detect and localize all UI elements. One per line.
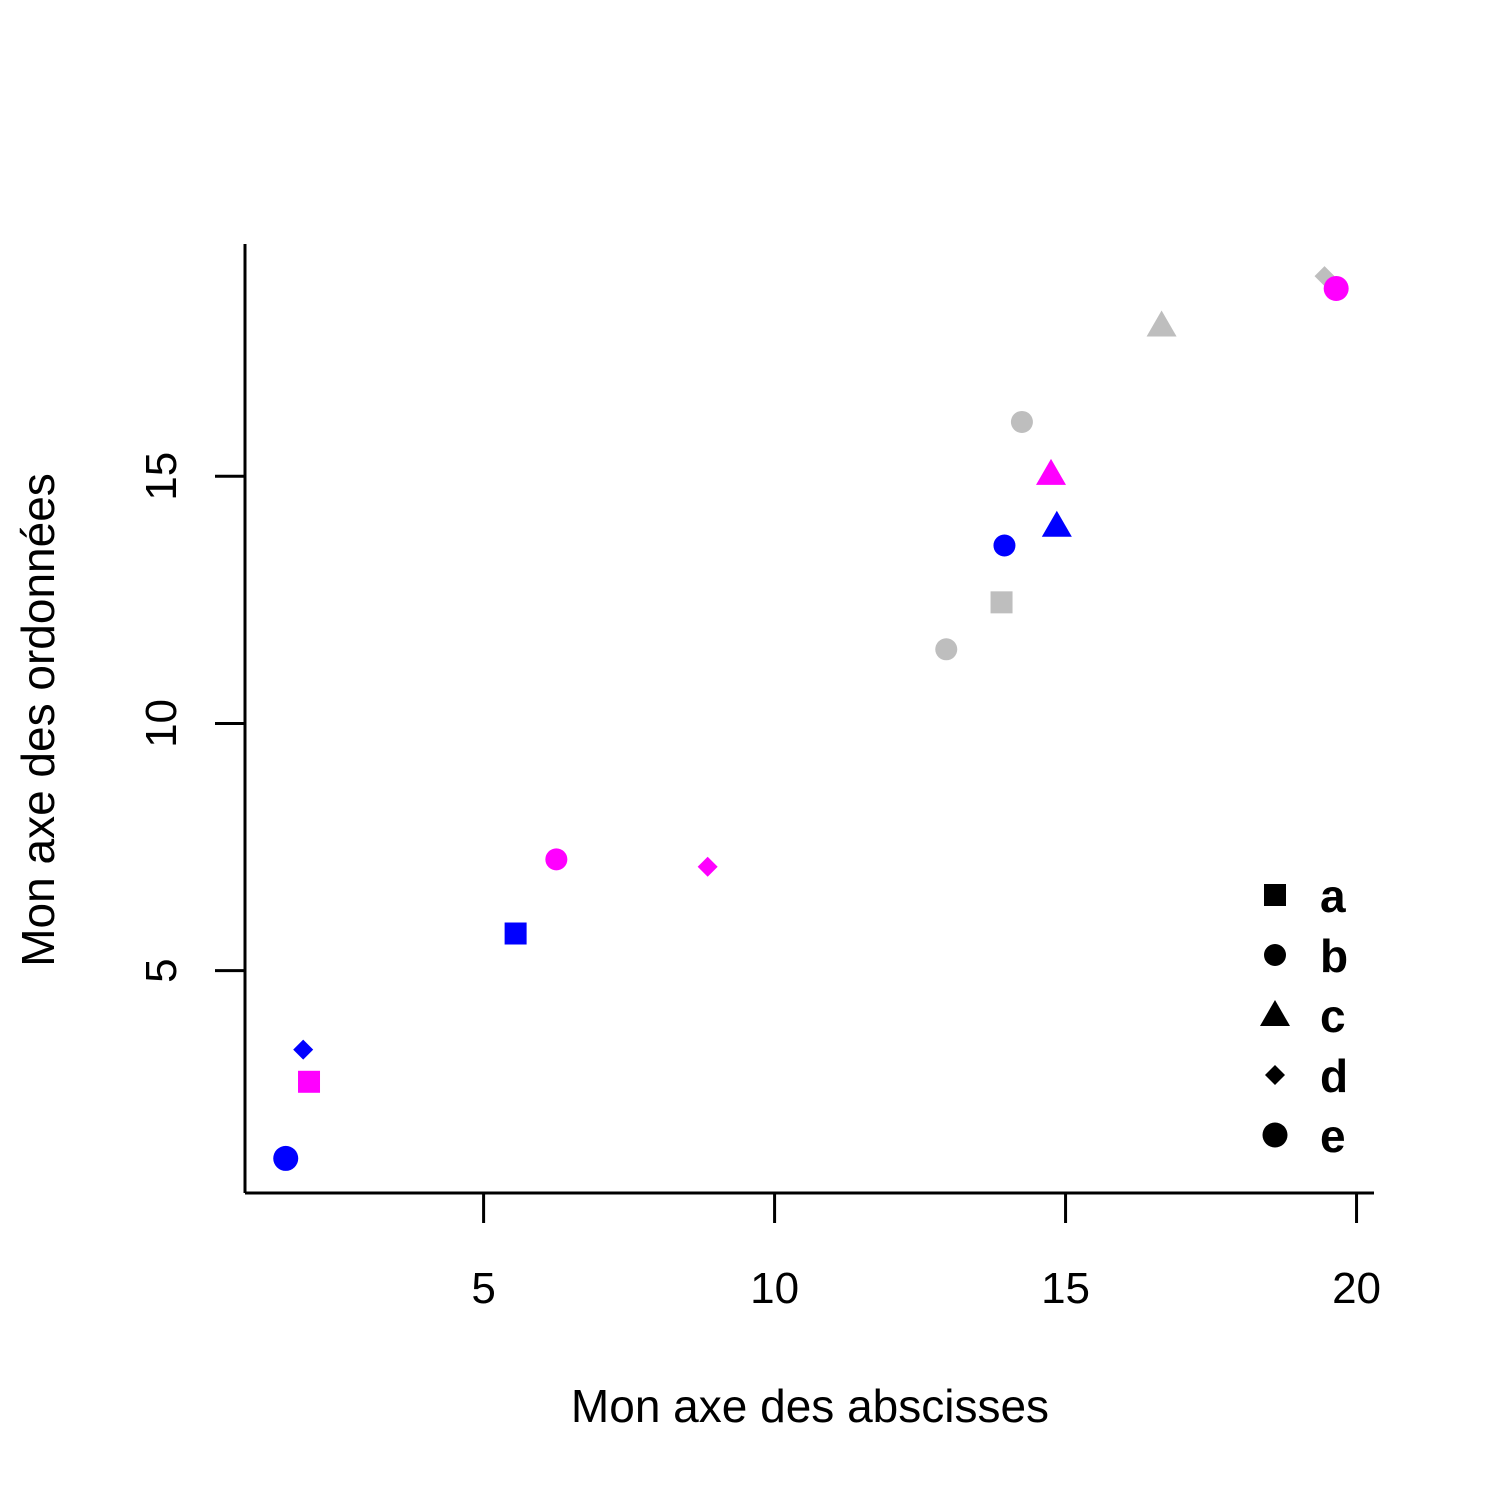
data-point [504, 922, 527, 945]
x-ticks: 5 10 15 20 [471, 1193, 1381, 1313]
x-tick-label: 15 [1041, 1264, 1090, 1313]
y-tick-label: 10 [137, 699, 186, 748]
data-point [1323, 275, 1349, 301]
y-ticks: 5 10 15 [137, 452, 245, 983]
x-tick-label: 10 [750, 1264, 799, 1313]
data-points [273, 266, 1349, 1171]
legend-label: c [1320, 990, 1346, 1042]
data-point [1146, 310, 1177, 337]
legend-symbol [1264, 884, 1286, 906]
legend-symbol [1265, 1065, 1285, 1085]
x-tick-label: 20 [1332, 1264, 1381, 1313]
data-point [993, 534, 1016, 557]
x-tick-label: 5 [471, 1264, 495, 1313]
legend-label: b [1320, 930, 1348, 982]
axes [243, 244, 1374, 1195]
data-point [1036, 458, 1067, 485]
data-point [298, 1070, 321, 1093]
data-point [545, 848, 568, 871]
data-point [273, 1145, 299, 1171]
legend-label: a [1320, 870, 1346, 922]
legend-label: d [1320, 1050, 1348, 1102]
data-point [1041, 510, 1072, 537]
legend-label: e [1320, 1110, 1346, 1162]
y-tick-label: 5 [137, 958, 186, 982]
y-axis-title: Mon axe des ordonnées [12, 473, 64, 967]
data-point [935, 638, 958, 661]
x-axis-title: Mon axe des abscisses [571, 1380, 1049, 1432]
data-point [293, 1039, 314, 1060]
y-tick-label: 15 [137, 452, 186, 501]
legend-symbol [1262, 1122, 1288, 1148]
data-point [697, 856, 718, 877]
legend-symbol [1264, 944, 1286, 966]
legend-symbol [1260, 1000, 1290, 1026]
data-point [990, 591, 1013, 614]
data-point [1010, 410, 1033, 433]
